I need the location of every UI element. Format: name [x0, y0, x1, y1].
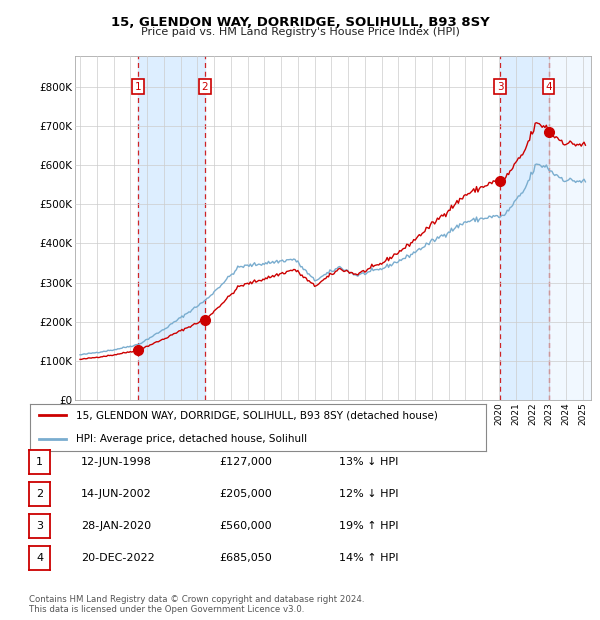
Text: This data is licensed under the Open Government Licence v3.0.: This data is licensed under the Open Gov… — [29, 604, 304, 614]
Text: 2: 2 — [202, 82, 208, 92]
Text: 15, GLENDON WAY, DORRIDGE, SOLIHULL, B93 8SY (detached house): 15, GLENDON WAY, DORRIDGE, SOLIHULL, B93… — [76, 410, 437, 420]
Text: 4: 4 — [36, 553, 43, 563]
Text: 4: 4 — [545, 82, 552, 92]
Text: 3: 3 — [36, 521, 43, 531]
Text: £685,050: £685,050 — [219, 553, 272, 563]
Text: 12% ↓ HPI: 12% ↓ HPI — [339, 489, 398, 499]
Bar — [548, 56, 591, 400]
Bar — [548, 56, 591, 400]
Text: 28-JAN-2020: 28-JAN-2020 — [81, 521, 151, 531]
Text: HPI: Average price, detached house, Solihull: HPI: Average price, detached house, Soli… — [76, 434, 307, 444]
Text: 19% ↑ HPI: 19% ↑ HPI — [339, 521, 398, 531]
Bar — [138, 56, 205, 400]
Bar — [500, 56, 548, 400]
Text: 15, GLENDON WAY, DORRIDGE, SOLIHULL, B93 8SY: 15, GLENDON WAY, DORRIDGE, SOLIHULL, B93… — [110, 16, 490, 29]
Text: 14-JUN-2002: 14-JUN-2002 — [81, 489, 152, 499]
Text: 2: 2 — [36, 489, 43, 499]
Text: £127,000: £127,000 — [219, 457, 272, 467]
Text: 1: 1 — [134, 82, 141, 92]
Text: 12-JUN-1998: 12-JUN-1998 — [81, 457, 152, 467]
Text: 3: 3 — [497, 82, 503, 92]
Text: £560,000: £560,000 — [219, 521, 272, 531]
Text: 20-DEC-2022: 20-DEC-2022 — [81, 553, 155, 563]
Text: 1: 1 — [36, 457, 43, 467]
Text: Price paid vs. HM Land Registry's House Price Index (HPI): Price paid vs. HM Land Registry's House … — [140, 27, 460, 37]
Text: Contains HM Land Registry data © Crown copyright and database right 2024.: Contains HM Land Registry data © Crown c… — [29, 595, 364, 604]
Text: 13% ↓ HPI: 13% ↓ HPI — [339, 457, 398, 467]
Text: 14% ↑ HPI: 14% ↑ HPI — [339, 553, 398, 563]
Text: £205,000: £205,000 — [219, 489, 272, 499]
